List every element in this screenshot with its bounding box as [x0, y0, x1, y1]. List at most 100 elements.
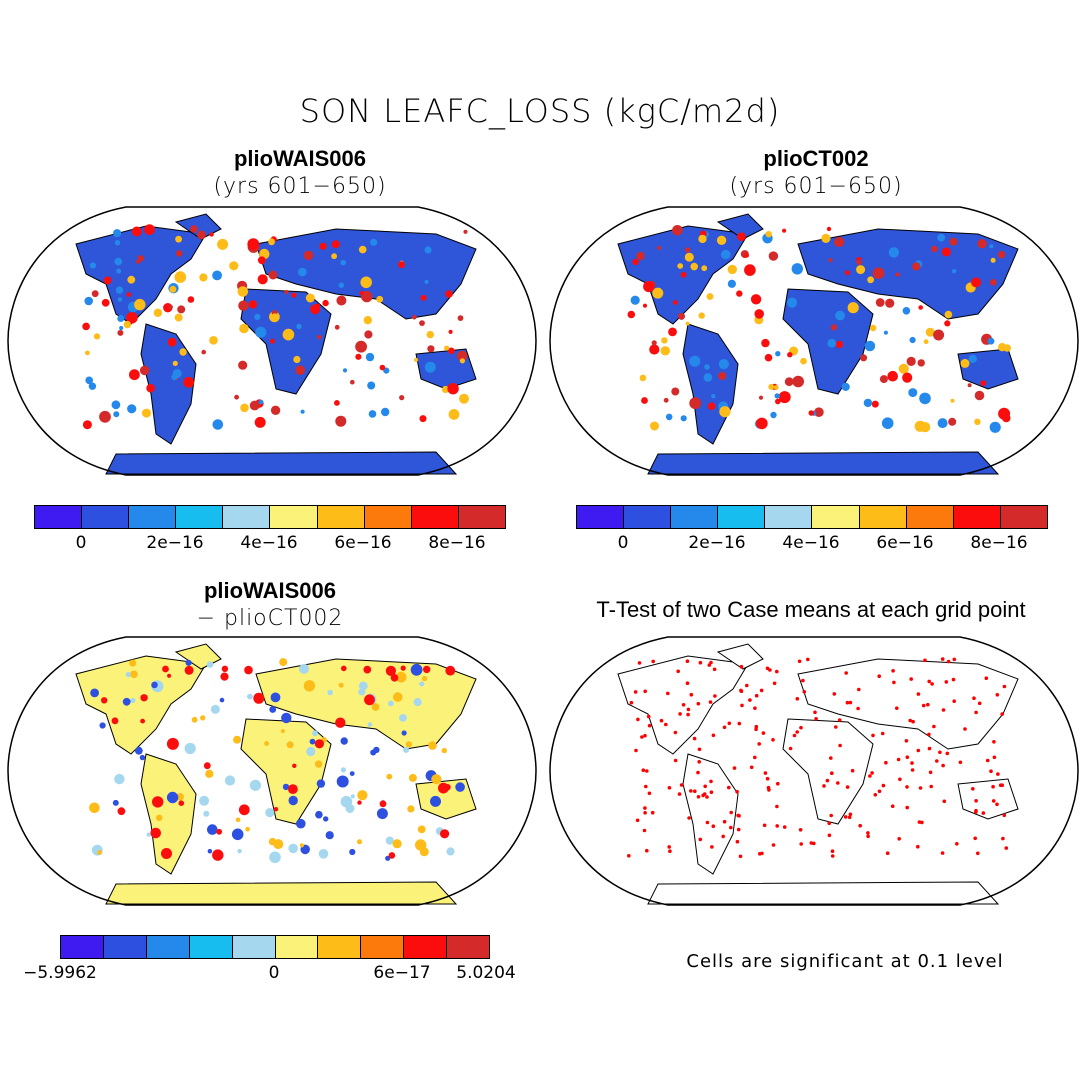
field-patch — [219, 697, 225, 703]
field-patch — [139, 365, 150, 376]
significant-cell — [705, 820, 710, 825]
field-patch — [808, 410, 815, 416]
tick: 0 — [268, 963, 280, 983]
field-patch — [427, 345, 435, 353]
field-patch — [111, 400, 121, 410]
field-patch — [689, 355, 701, 367]
significant-cell — [905, 805, 909, 810]
field-patch — [299, 663, 309, 674]
significant-cell — [830, 854, 835, 858]
field-patch — [134, 298, 146, 311]
field-patch — [349, 771, 355, 776]
field-patch — [704, 364, 710, 370]
colorbar-swatch — [61, 936, 104, 958]
significant-cell — [809, 841, 814, 845]
field-patch — [787, 352, 793, 358]
field-patch — [830, 324, 837, 331]
field-patch — [627, 310, 636, 319]
field-patch — [298, 267, 307, 277]
significant-cell — [885, 851, 890, 855]
field-patch — [937, 233, 946, 242]
field-patch — [355, 353, 362, 360]
significant-cell — [996, 772, 1000, 776]
significant-cell — [709, 660, 713, 665]
field-patch — [191, 716, 198, 723]
field-patch — [117, 807, 126, 816]
field-patch — [185, 659, 192, 666]
field-patch — [212, 419, 224, 430]
field-patch — [950, 398, 955, 403]
field-patch — [765, 231, 772, 238]
significant-cell — [753, 755, 757, 760]
significant-cell — [677, 792, 682, 796]
field-patch — [134, 746, 143, 755]
significant-cell — [668, 849, 672, 853]
field-patch — [295, 365, 306, 375]
field-patch — [937, 418, 948, 429]
field-patch — [649, 344, 660, 355]
significant-cell — [1001, 836, 1005, 841]
field-patch — [238, 300, 249, 311]
field-patch — [270, 692, 281, 703]
field-patch — [990, 257, 996, 263]
field-patch — [908, 388, 918, 398]
significant-cell — [928, 770, 933, 775]
field-patch — [325, 831, 334, 840]
field-patch — [821, 233, 831, 243]
field-patch — [744, 264, 756, 276]
significant-cell — [799, 725, 803, 730]
field-patch — [358, 681, 368, 691]
tick: 2e−16 — [688, 533, 746, 553]
significant-cell — [866, 834, 870, 839]
field-patch — [370, 749, 377, 756]
significant-cell — [737, 721, 742, 726]
land-mass — [75, 213, 477, 475]
field-patch — [200, 715, 206, 721]
field-patch — [944, 310, 953, 319]
significant-cell — [945, 751, 950, 756]
field-patch — [923, 339, 929, 345]
field-patch — [960, 358, 970, 368]
field-patch — [249, 400, 260, 411]
field-patch — [231, 828, 244, 841]
significant-cell — [923, 658, 927, 663]
continent-outline — [140, 753, 197, 875]
field-patch — [895, 272, 900, 277]
significant-cell — [761, 731, 766, 735]
field-patch — [342, 368, 348, 373]
field-patch — [363, 316, 372, 325]
field-patch — [288, 843, 299, 854]
colorbar-swatch — [223, 506, 271, 528]
field-patch — [971, 277, 982, 288]
field-patch — [456, 350, 468, 362]
field-patch — [82, 322, 90, 331]
field-patch — [834, 236, 845, 248]
field-patch — [364, 330, 373, 339]
field-patch — [140, 718, 146, 724]
field-patch — [101, 298, 110, 307]
field-patch — [716, 235, 727, 245]
continent-outline — [105, 881, 458, 905]
significant-cell — [827, 833, 832, 838]
field-patch — [82, 420, 92, 430]
colorbar-swatch — [318, 936, 362, 958]
field-patch — [174, 271, 187, 283]
significance-note: Cells are significant at 0.1 level — [686, 951, 1004, 972]
significant-cell — [709, 779, 713, 784]
field-patch — [684, 252, 694, 262]
significant-cell — [998, 783, 1003, 787]
field-patch — [379, 364, 386, 371]
tick: 8e−16 — [428, 533, 486, 553]
colorbar-swatch — [671, 506, 719, 528]
field-patch — [672, 225, 683, 236]
field-patch — [410, 663, 423, 676]
field-patch — [167, 337, 177, 347]
significant-cell — [721, 834, 725, 839]
field-patch — [166, 791, 179, 804]
field-patch — [826, 226, 832, 232]
field-patch — [122, 697, 131, 706]
tick: 0 — [617, 533, 629, 553]
field-patch — [331, 240, 340, 249]
significant-cell — [757, 742, 761, 746]
field-patch — [888, 247, 900, 258]
